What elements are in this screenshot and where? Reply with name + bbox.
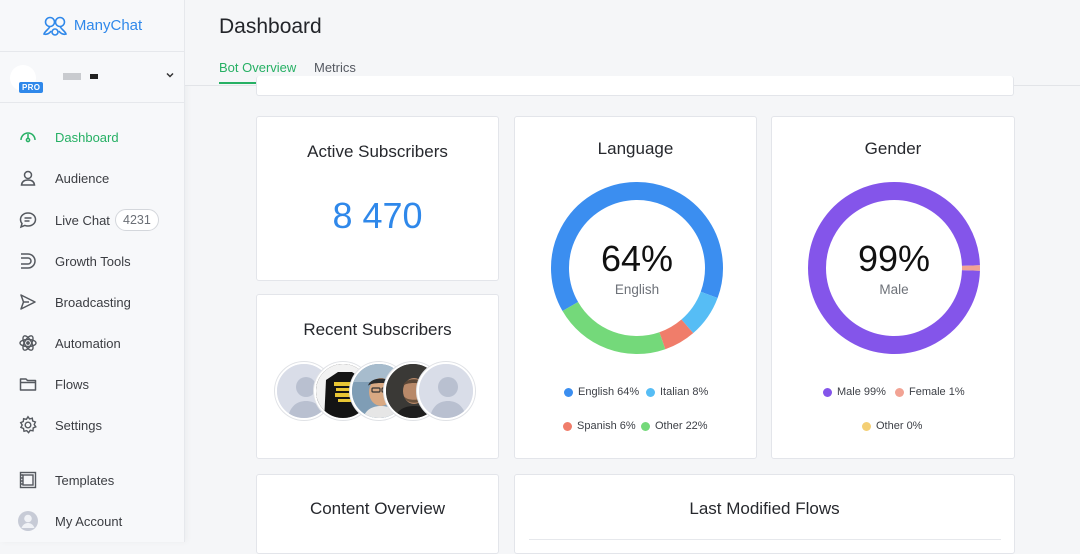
legend-dot bbox=[646, 388, 655, 397]
manychat-logo-icon bbox=[42, 14, 68, 38]
avatar-icon bbox=[17, 510, 39, 532]
donut-slice-italian bbox=[687, 295, 709, 326]
card-divider bbox=[529, 539, 1001, 540]
donut-center: 99% Male bbox=[807, 238, 981, 297]
account-switcher[interactable]: PRO bbox=[0, 53, 184, 103]
sidebar-item-broadcasting[interactable]: Broadcasting bbox=[0, 285, 184, 319]
overview-card-partial bbox=[256, 76, 1014, 96]
card-title: Gender bbox=[772, 139, 1014, 159]
legend-dot bbox=[563, 422, 572, 431]
gear-icon bbox=[17, 414, 39, 436]
sidebar: ManyChat PRO Dashboard Audience Live Cha… bbox=[0, 0, 185, 542]
sidebar-item-flows[interactable]: Flows bbox=[0, 367, 184, 401]
account-name-redacted bbox=[63, 73, 81, 80]
atom-icon bbox=[17, 332, 39, 354]
legend-label: Spanish 6% bbox=[577, 420, 636, 432]
legend-item-male: Male 99% bbox=[823, 386, 886, 398]
growth-tools-icon bbox=[17, 250, 39, 272]
card-title: Content Overview bbox=[257, 499, 498, 519]
donut-slice-spanish bbox=[662, 326, 687, 340]
gender-card: Gender 99% Male Male 99% Female 1% Other… bbox=[771, 116, 1015, 459]
brand-name: ManyChat bbox=[74, 17, 142, 34]
sidebar-item-label: Templates bbox=[55, 473, 114, 488]
sidebar-item-live-chat[interactable]: Live Chat 4231 bbox=[0, 203, 184, 237]
sidebar-item-label: Audience bbox=[55, 171, 109, 186]
donut-center-label: Male bbox=[807, 282, 981, 297]
legend-label: English 64% bbox=[578, 386, 639, 398]
sidebar-item-label: Growth Tools bbox=[55, 254, 131, 269]
sidebar-item-label: Broadcasting bbox=[55, 295, 131, 310]
donut-center-value: 64% bbox=[550, 238, 724, 280]
page-header: Dashboard Bot Overview Metrics bbox=[185, 0, 1080, 86]
sidebar-item-label: My Account bbox=[55, 514, 122, 529]
active-subscribers-count: 8 470 bbox=[257, 195, 498, 237]
sidebar-item-growth-tools[interactable]: Growth Tools bbox=[0, 244, 184, 278]
page-title: Dashboard bbox=[219, 15, 322, 39]
account-name-redacted-2 bbox=[90, 74, 98, 79]
recent-subscribers-card: Recent Subscribers bbox=[256, 294, 499, 459]
legend-dot bbox=[564, 388, 573, 397]
send-icon bbox=[17, 291, 39, 313]
gender-donut-chart: 99% Male bbox=[807, 181, 981, 355]
donut-center-label: English bbox=[550, 282, 724, 297]
donut-center: 64% English bbox=[550, 238, 724, 297]
sidebar-item-label: Live Chat bbox=[55, 213, 110, 228]
legend-item-spanish: Spanish 6% bbox=[563, 420, 636, 432]
dashboard-gauge-icon bbox=[17, 126, 39, 148]
sidebar-item-templates[interactable]: Templates bbox=[0, 463, 184, 497]
legend-item-italian: Italian 8% bbox=[646, 386, 708, 398]
legend-item-other: Other 0% bbox=[862, 420, 922, 432]
legend-item-female: Female 1% bbox=[895, 386, 965, 398]
legend-label: Male 99% bbox=[837, 386, 886, 398]
sidebar-item-label: Settings bbox=[55, 418, 102, 433]
legend-item-english: English 64% bbox=[564, 386, 639, 398]
sidebar-item-settings[interactable]: Settings bbox=[0, 408, 184, 442]
language-card: Language 64% English English 64% Italian… bbox=[514, 116, 757, 459]
sidebar-item-dashboard[interactable]: Dashboard bbox=[0, 120, 184, 154]
legend-label: Other 22% bbox=[655, 420, 708, 432]
live-chat-count-badge: 4231 bbox=[115, 209, 159, 231]
sidebar-item-audience[interactable]: Audience bbox=[0, 161, 184, 195]
language-donut-chart: 64% English bbox=[550, 181, 724, 355]
tab-bot-overview[interactable]: Bot Overview bbox=[219, 60, 296, 75]
chat-bubble-icon bbox=[17, 209, 39, 231]
donut-slice-other bbox=[570, 307, 662, 346]
legend-label: Female 1% bbox=[909, 386, 965, 398]
template-icon bbox=[17, 469, 39, 491]
tab-metrics[interactable]: Metrics bbox=[314, 60, 356, 75]
active-subscribers-card: Active Subscribers 8 470 bbox=[256, 116, 499, 281]
legend-dot bbox=[895, 388, 904, 397]
legend-label: Other 0% bbox=[876, 420, 922, 432]
card-title: Recent Subscribers bbox=[257, 320, 498, 340]
donut-center-value: 99% bbox=[807, 238, 981, 280]
sidebar-item-my-account[interactable]: My Account bbox=[0, 504, 184, 538]
card-title: Language bbox=[515, 139, 756, 159]
card-title: Last Modified Flows bbox=[515, 499, 1014, 519]
folder-icon bbox=[17, 373, 39, 395]
pro-badge: PRO bbox=[19, 82, 43, 93]
person-icon bbox=[17, 167, 39, 189]
sidebar-item-automation[interactable]: Automation bbox=[0, 326, 184, 360]
sidebar-item-label: Dashboard bbox=[55, 130, 119, 145]
legend-item-other: Other 22% bbox=[641, 420, 708, 432]
subscriber-avatar[interactable] bbox=[417, 362, 475, 420]
last-modified-flows-card: Last Modified Flows bbox=[514, 474, 1015, 554]
legend-label: Italian 8% bbox=[660, 386, 708, 398]
chevron-down-icon[interactable] bbox=[165, 70, 175, 80]
legend-dot bbox=[862, 422, 871, 431]
sidebar-item-label: Automation bbox=[55, 336, 121, 351]
content-overview-card: Content Overview bbox=[256, 474, 499, 554]
manychat-logo[interactable]: ManyChat bbox=[0, 0, 184, 52]
card-title: Active Subscribers bbox=[257, 142, 498, 162]
legend-dot bbox=[641, 422, 650, 431]
sidebar-item-label: Flows bbox=[55, 377, 89, 392]
legend-dot bbox=[823, 388, 832, 397]
